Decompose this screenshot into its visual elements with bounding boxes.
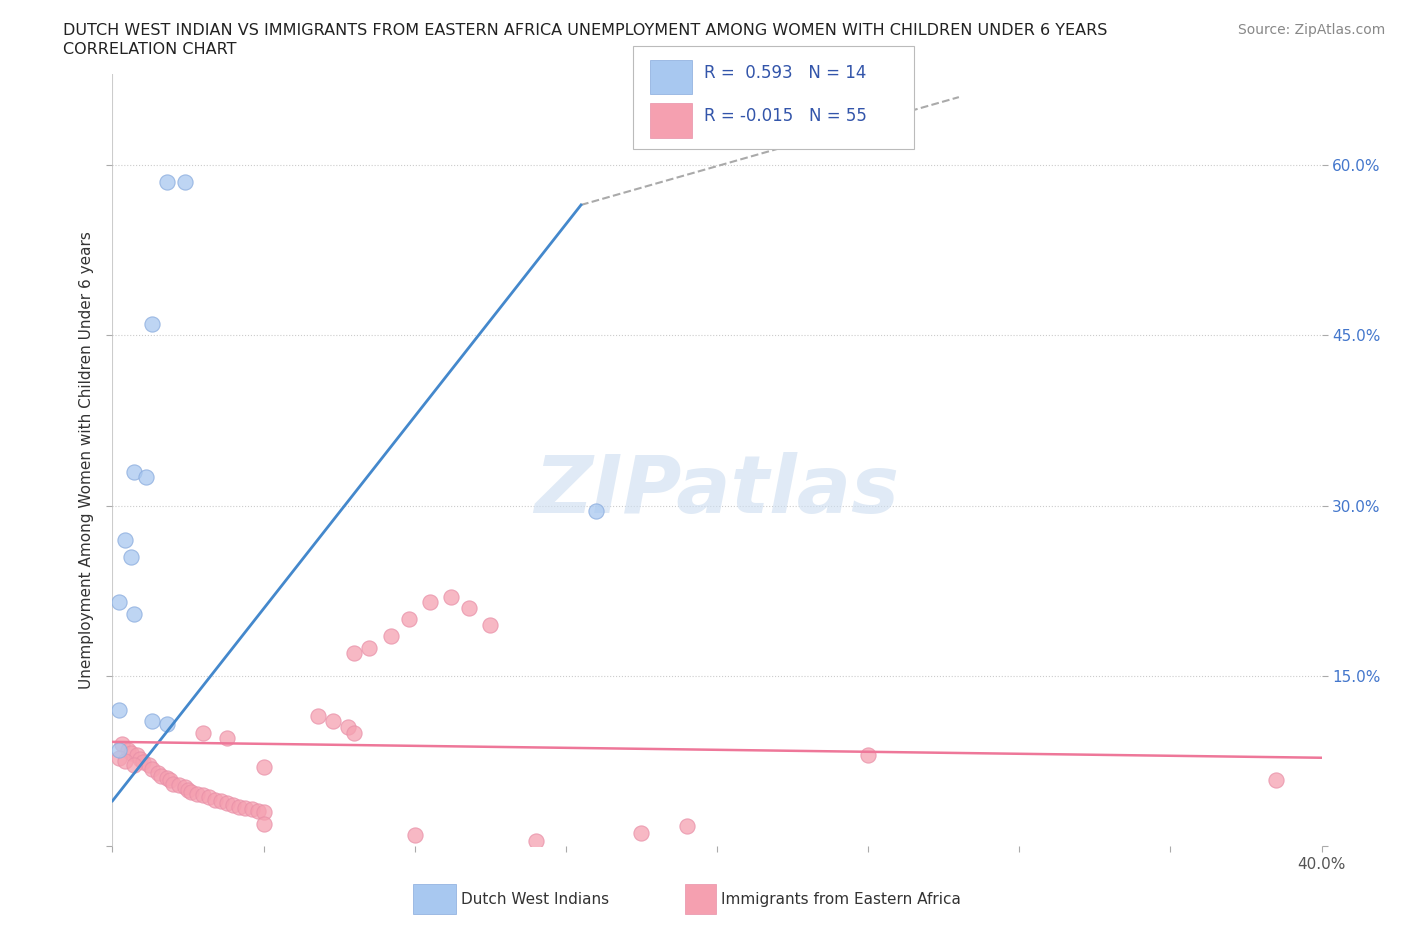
Point <box>177 782 200 797</box>
Point <box>120 746 142 761</box>
Point <box>1265 773 1288 788</box>
Point <box>162 777 184 791</box>
Point <box>458 601 481 616</box>
Point <box>343 645 366 660</box>
Point <box>217 796 239 811</box>
Point <box>253 760 276 775</box>
Point <box>191 788 214 803</box>
Point <box>141 762 163 777</box>
Point <box>856 748 880 763</box>
Point <box>359 640 381 655</box>
Point <box>380 629 402 644</box>
Point <box>217 731 239 746</box>
Point <box>107 595 129 610</box>
Point <box>122 464 145 479</box>
Text: R =  0.593   N = 14: R = 0.593 N = 14 <box>704 63 866 82</box>
Point <box>419 595 441 610</box>
Text: Source: ZipAtlas.com: Source: ZipAtlas.com <box>1237 23 1385 37</box>
Point <box>156 716 179 731</box>
Text: ZIPatlas: ZIPatlas <box>534 452 900 530</box>
Point <box>114 532 136 547</box>
Point <box>149 768 172 783</box>
Point <box>122 757 145 772</box>
Point <box>479 618 502 632</box>
Point <box>180 784 202 799</box>
Point <box>585 504 607 519</box>
Point <box>398 612 420 627</box>
Point <box>110 737 132 751</box>
Point <box>322 714 344 729</box>
Point <box>343 725 366 740</box>
Point <box>132 755 155 770</box>
Text: CORRELATION CHART: CORRELATION CHART <box>63 42 236 57</box>
Point <box>117 742 139 757</box>
Point <box>222 798 245 813</box>
Point <box>146 765 169 780</box>
Point <box>120 550 142 565</box>
Point <box>191 725 214 740</box>
Point <box>404 828 426 843</box>
Point <box>228 799 250 814</box>
Point <box>246 804 269 818</box>
Point <box>253 804 276 819</box>
Point <box>141 317 163 332</box>
Point <box>174 780 197 795</box>
Text: Immigrants from Eastern Africa: Immigrants from Eastern Africa <box>721 892 962 907</box>
Point <box>107 703 129 718</box>
Point <box>167 777 190 792</box>
Point <box>186 787 208 802</box>
Point <box>630 825 652 840</box>
Point <box>156 771 179 786</box>
Point <box>141 714 163 729</box>
Point <box>107 742 129 757</box>
Point <box>240 802 263 817</box>
Point <box>122 606 145 621</box>
Point <box>128 751 150 766</box>
Point <box>524 833 547 848</box>
Point <box>174 175 197 190</box>
Text: R = -0.015   N = 55: R = -0.015 N = 55 <box>704 107 868 126</box>
Point <box>307 709 329 724</box>
Y-axis label: Unemployment Among Women with Children Under 6 years: Unemployment Among Women with Children U… <box>79 232 94 689</box>
Text: DUTCH WEST INDIAN VS IMMIGRANTS FROM EASTERN AFRICA UNEMPLOYMENT AMONG WOMEN WIT: DUTCH WEST INDIAN VS IMMIGRANTS FROM EAS… <box>63 23 1108 38</box>
Point <box>204 792 226 807</box>
Point <box>135 470 157 485</box>
Point <box>107 751 129 765</box>
Point <box>198 790 221 805</box>
Point <box>125 748 148 763</box>
Point <box>440 589 463 604</box>
Point <box>138 757 160 772</box>
Point <box>253 817 276 831</box>
Point <box>337 720 360 735</box>
Point <box>156 175 179 190</box>
Point <box>675 818 697 833</box>
Point <box>114 753 136 768</box>
Point <box>159 773 181 788</box>
Text: Dutch West Indians: Dutch West Indians <box>461 892 609 907</box>
Point <box>235 800 257 815</box>
Point <box>209 793 232 808</box>
